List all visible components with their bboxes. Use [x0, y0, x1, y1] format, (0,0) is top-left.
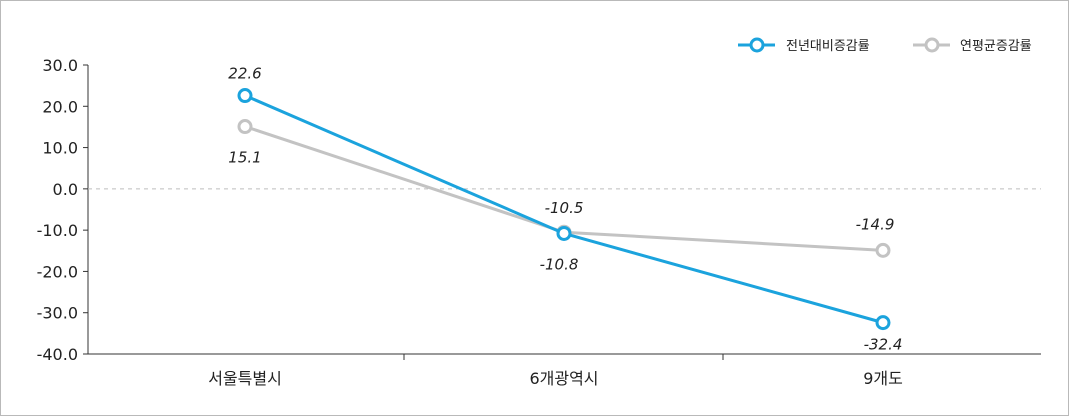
legend-label: 연평균증감률: [960, 39, 1032, 54]
y-tick-label: 30.0: [42, 56, 78, 75]
legend-marker: [924, 37, 940, 53]
y-tick-label: -30.0: [37, 304, 78, 323]
data-label: -10.8: [540, 255, 579, 273]
data-point: [237, 119, 253, 135]
data-label: -32.4: [864, 336, 903, 354]
x-tick-label: 6개광역시: [529, 369, 598, 388]
y-tick-label: -10.0: [37, 221, 78, 240]
data-label: 15.1: [228, 149, 261, 167]
data-label: -10.5: [545, 199, 584, 217]
data-point: [556, 225, 572, 241]
legend-label: 전년대비증감률: [786, 39, 870, 54]
y-tick-label: 20.0: [42, 97, 78, 116]
x-tick-label: 서울특별시: [208, 369, 282, 388]
x-tick-label: 9개도: [863, 369, 903, 388]
data-point: [237, 88, 253, 104]
y-tick-label: -40.0: [37, 345, 78, 364]
y-tick-label: 0.0: [53, 180, 78, 199]
y-tick-label: 10.0: [42, 139, 78, 158]
data-point: [875, 315, 891, 331]
data-label: 22.6: [228, 65, 261, 83]
legend-marker: [749, 37, 765, 53]
y-tick-label: -20.0: [37, 262, 78, 281]
data-label: -14.9: [856, 215, 895, 233]
data-point: [875, 242, 891, 258]
